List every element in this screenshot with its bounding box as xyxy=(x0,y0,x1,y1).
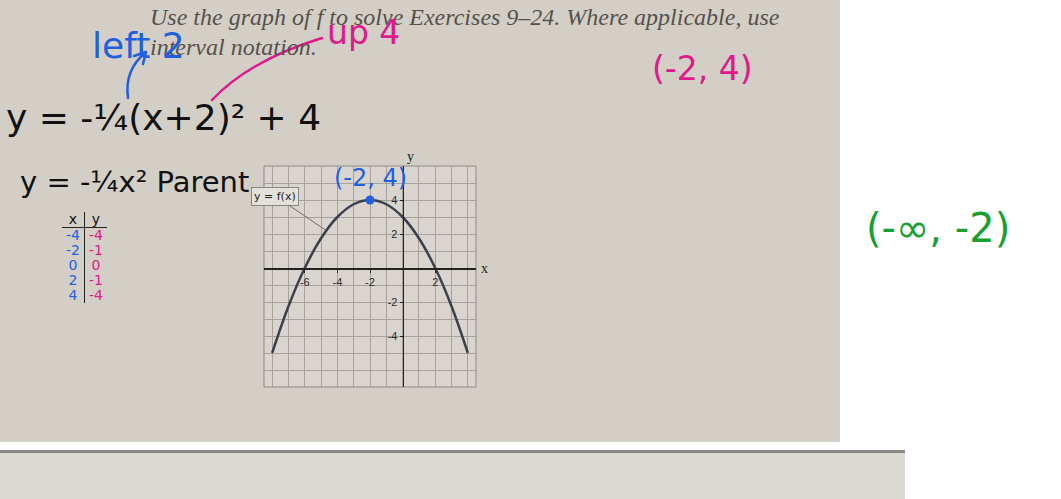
html-text:up 4: up 4 xyxy=(327,13,401,52)
svg-text:-2: -2 xyxy=(365,276,375,288)
html-text:-4: -4 xyxy=(89,287,103,303)
html-text:y: y xyxy=(91,211,101,227)
html-text:interval notation.: interval notation. xyxy=(150,34,317,60)
html-text:0: 0 xyxy=(91,257,101,273)
svg-text:y = f(x): y = f(x) xyxy=(254,190,296,203)
svg-text:-6: -6 xyxy=(300,276,310,288)
html-text:-1: -1 xyxy=(89,272,103,288)
html-text:2: 2 xyxy=(68,272,78,288)
html-text:4: 4 xyxy=(68,287,78,303)
svg-text:-4: -4 xyxy=(332,276,342,288)
html-text:-1: -1 xyxy=(89,242,103,258)
html-text:-2: -2 xyxy=(66,242,80,258)
html-text:-4: -4 xyxy=(66,227,80,243)
html-text:(-2, 4): (-2, 4) xyxy=(652,49,753,88)
svg-text:x: x xyxy=(481,261,488,276)
html-text:(-∞, -2): (-∞, -2) xyxy=(866,205,1011,251)
html-text:left 2: left 2 xyxy=(92,25,185,66)
html-text:0: 0 xyxy=(68,257,78,273)
html-text:y = -¼x² Parent: y = -¼x² Parent xyxy=(20,165,250,199)
html-text:-4: -4 xyxy=(89,227,103,243)
svg-text:2: 2 xyxy=(391,228,397,240)
html-text:Use the graph of f to solve Ex: Use the graph of f to solve Exercises 9–… xyxy=(150,4,780,30)
svg-text:(-2, 4): (-2, 4) xyxy=(334,164,407,192)
svg-text:-4: -4 xyxy=(388,330,398,342)
html-text:x: x xyxy=(68,211,78,227)
svg-text:2: 2 xyxy=(432,276,438,288)
svg-text:4: 4 xyxy=(391,194,397,206)
svg-text:-2: -2 xyxy=(388,296,398,308)
svg-text:y: y xyxy=(407,149,414,164)
html-text:y = -¼(x+2)² + 4: y = -¼(x+2)² + 4 xyxy=(6,97,322,138)
